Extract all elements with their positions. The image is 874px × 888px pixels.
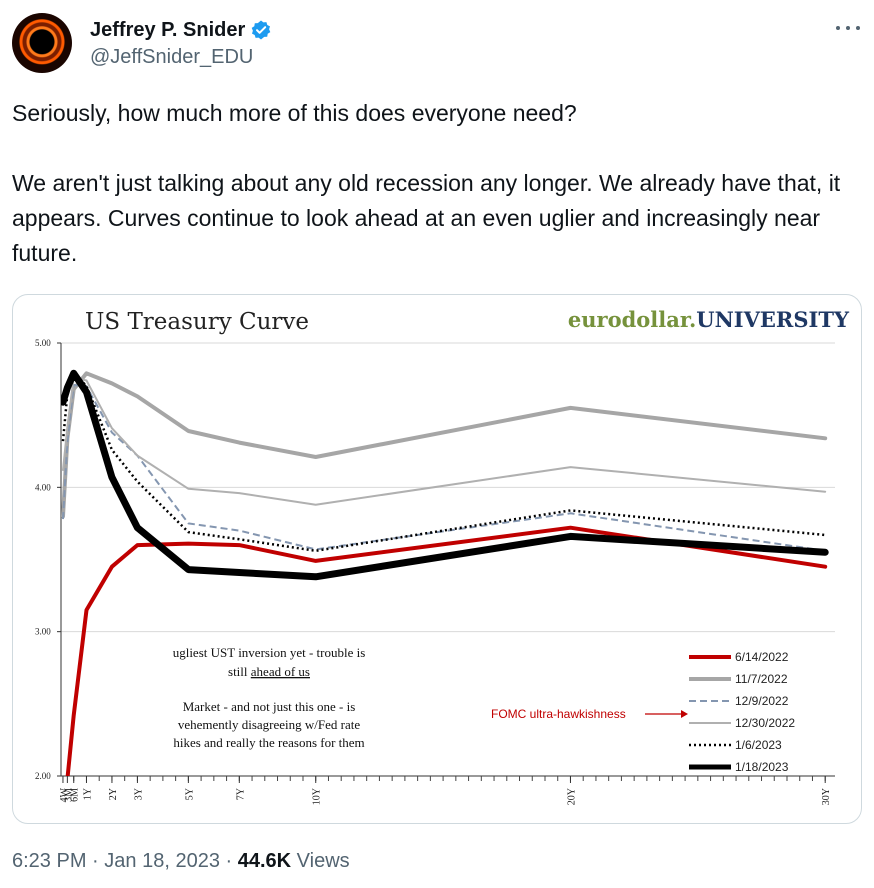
annotation-line: still ahead of us (228, 664, 310, 679)
views-label: Views (296, 850, 350, 872)
legend-label: 1/6/2023 (735, 738, 782, 752)
tweet-time[interactable]: 6:23 PM (12, 850, 87, 872)
verified-badge-icon (251, 20, 271, 40)
brand-logo: eurodollar.UNIVERSITY (568, 307, 850, 332)
tweet-text: Seriously, how much more of this does ev… (12, 96, 852, 271)
series-line (61, 370, 826, 553)
x-tick-label: 1Y (82, 788, 93, 800)
x-tick-label: 3M (63, 788, 74, 802)
annotation-line: hikes and really the reasons for them (173, 735, 364, 750)
series-line (62, 383, 826, 552)
fomc-annotation: FOMC ultra-hawkishness (491, 707, 626, 721)
x-tick-label: 3Y (133, 788, 144, 800)
chart-grid (61, 342, 835, 633)
x-tick-label: 30Y (821, 788, 832, 805)
x-tick-label: 20Y (566, 788, 577, 805)
fomc-arrowhead (681, 710, 688, 718)
tweet-text-line-2: We aren't just talking about any old rec… (12, 170, 841, 266)
legend-label: 1/18/2023 (735, 760, 789, 774)
tweet-media[interactable]: 5.00 4.00 3.00 2.00 4W 3M 6M 1Y 2Y 3Y 5Y 7Y 10Y 20Y 30… (12, 294, 862, 824)
author-row: Jeffrey P. Snider (90, 16, 272, 44)
series-line (65, 525, 828, 776)
legend-label: 12/30/2022 (735, 716, 795, 730)
series-line (62, 376, 827, 506)
annotation-line: ugliest UST inversion yet - trouble is (173, 645, 366, 660)
chart-lines (61, 369, 829, 776)
legend-label: 6/14/2022 (735, 650, 789, 664)
tweet-date[interactable]: Jan 18, 2023 (104, 850, 220, 872)
author-name[interactable]: Jeffrey P. Snider (90, 18, 246, 41)
tweet-meta: 6:23 PM · Jan 18, 2023 · 44.6K Views (12, 850, 350, 872)
y-tick-label: 2.00 (35, 771, 51, 781)
avatar[interactable] (12, 13, 72, 73)
y-tick-label: 4.00 (35, 482, 51, 492)
y-tick-label: 5.00 (35, 338, 51, 348)
x-tick-label: 10Y (312, 788, 323, 805)
x-tick-label: 6M (70, 788, 81, 802)
legend-label: 11/7/2022 (735, 672, 788, 686)
y-tick-label: 3.00 (35, 627, 51, 637)
chart-legend: 6/14/2022 11/7/2022 12/9/2022 12/30/2022 1/6… (689, 650, 795, 774)
views-count: 44.6K (237, 850, 292, 872)
x-tick-label: 4W (59, 787, 70, 802)
author-handle[interactable]: @JeffSnider_EDU (90, 46, 254, 68)
more-dots-icon[interactable] (836, 16, 860, 40)
series-line (61, 369, 829, 581)
series-line (61, 371, 828, 519)
x-tick-label: 5Y (184, 788, 195, 800)
annotation-line: vehemently disagreeing w/Fed rate (178, 717, 361, 732)
x-tick-label: 7Y (235, 788, 246, 800)
x-tick-label: 2Y (108, 788, 119, 800)
chart-title: US Treasury Curve (85, 309, 309, 335)
annotation-line: Market - and not just this one - is (183, 699, 356, 714)
tweet-text-line-1: Seriously, how much more of this does ev… (12, 100, 577, 126)
legend-label: 12/9/2022 (735, 694, 789, 708)
